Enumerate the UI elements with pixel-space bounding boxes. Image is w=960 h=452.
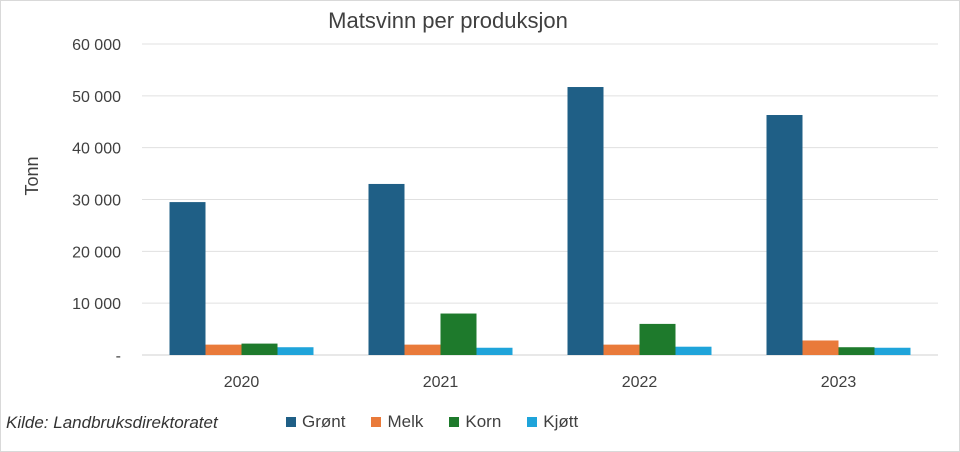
source-caption: Kilde: Landbruksdirektoratet [6,413,218,432]
legend-item-melk: Melk [371,412,423,432]
bar-korn-2021 [440,313,477,355]
y-tick-label: 30 000 [72,193,121,210]
x-tick-label: 2021 [423,374,459,391]
x-tick-label: 2020 [224,374,260,391]
legend-swatch-kjtt [527,417,538,427]
bar-grnt-2023 [766,115,803,356]
bar-korn-2022 [639,323,676,355]
bar-melk-2022 [603,344,640,355]
bar-grnt-2021 [368,183,405,355]
y-tick-label: 40 000 [72,141,121,158]
legend-item-korn: Korn [449,412,501,432]
legend-label-grnt: Grønt [302,412,346,431]
y-tick-label: 60 000 [72,37,121,54]
bar-korn-2023 [838,347,875,355]
legend-swatch-melk [371,417,382,427]
bar-kjtt-2021 [476,347,513,355]
bar-grnt-2020 [169,202,206,355]
legend-item-grnt: Grønt [286,412,345,432]
y-axis-label: Tonn [22,156,42,195]
y-tick-label: 20 000 [72,244,121,261]
y-tick-label: 10 000 [72,296,121,313]
legend-item-kjtt: Kjøtt [527,412,578,432]
y-tick-label: - [116,348,121,365]
bar-kjtt-2022 [675,346,712,355]
legend: Grønt Melk Korn Kjøtt [286,412,578,432]
x-tick-label: 2023 [821,374,857,391]
bar-grnt-2022 [567,87,604,355]
bar-kjtt-2023 [874,347,911,355]
legend-label-melk: Melk [387,412,424,431]
bar-kjtt-2020 [277,347,314,355]
chart-title: Matsvinn per produksjon [328,8,568,33]
bar-melk-2020 [205,344,242,355]
x-tick-label: 2022 [622,374,658,391]
legend-swatch-korn [449,417,460,427]
legend-swatch-grnt [286,417,296,427]
bar-melk-2023 [802,340,839,355]
legend-label-korn: Korn [465,412,502,431]
bar-korn-2020 [241,343,278,355]
legend-label-kjtt: Kjøtt [543,412,579,431]
y-tick-label: 50 000 [72,89,121,106]
bar-melk-2021 [404,344,441,355]
